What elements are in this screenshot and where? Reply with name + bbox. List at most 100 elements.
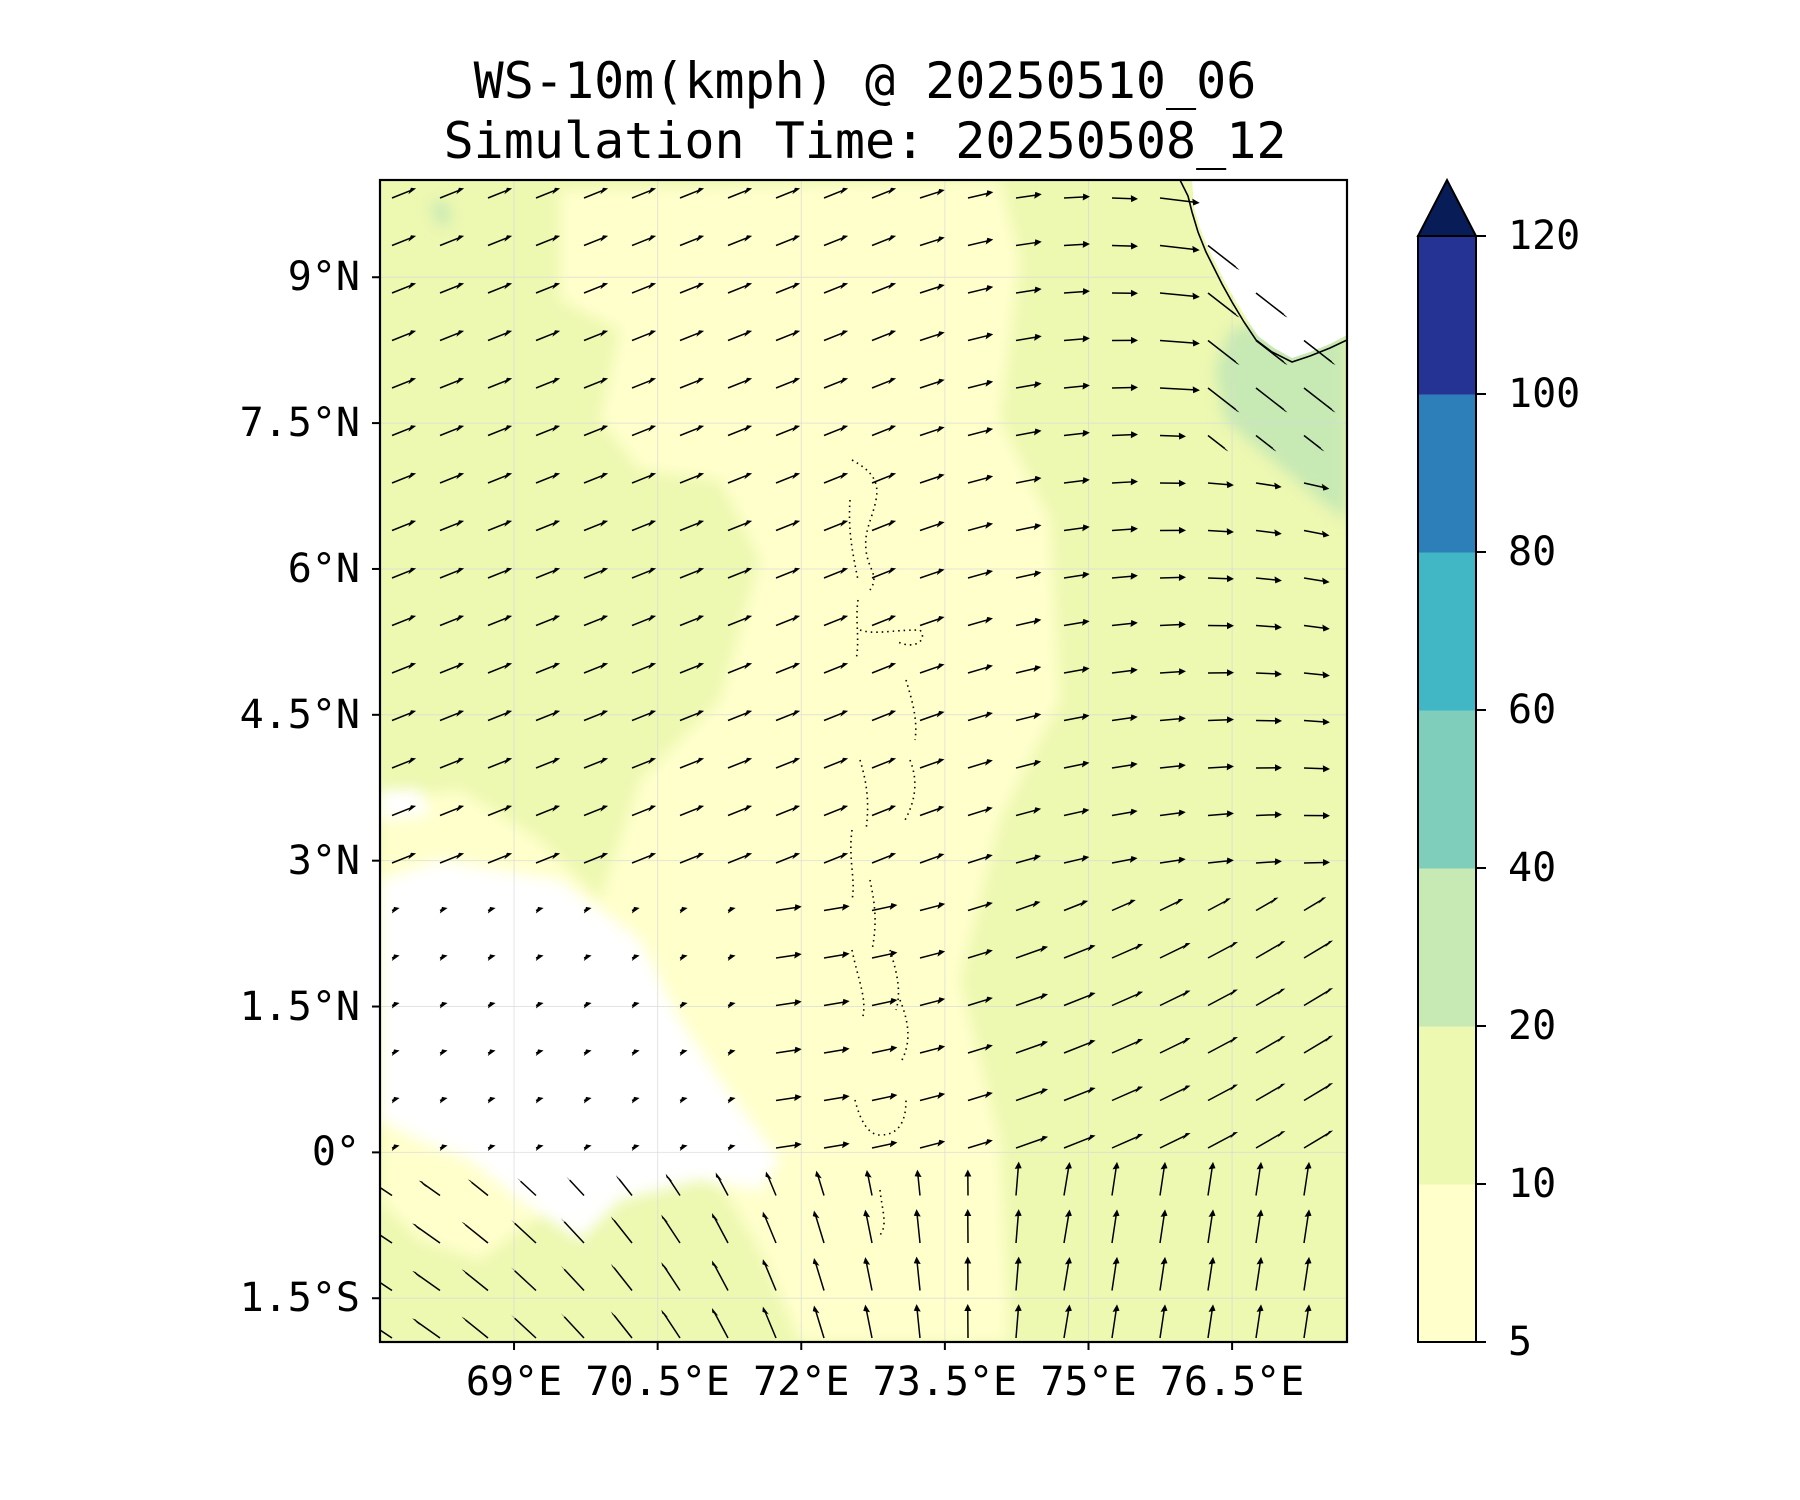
colorbar-tick-label: 10 (1508, 1161, 1557, 1207)
wind-arrow (775, 377, 801, 389)
wind-arrow (535, 377, 561, 389)
wind-arrow (967, 427, 994, 437)
wind-arrow (1159, 762, 1186, 770)
wind-arrow (1303, 624, 1330, 632)
wind-arrow (1207, 622, 1234, 630)
wind-arrow (919, 473, 945, 484)
wind-arrow (919, 378, 945, 389)
wind-arrow (1111, 336, 1138, 344)
wind-arrow (1352, 812, 1378, 819)
wind-arrow (1255, 1083, 1286, 1102)
wind-arrow (823, 951, 850, 959)
wind-arrow (1303, 988, 1334, 1007)
wind-arrow (1063, 524, 1090, 532)
wind-arrow (439, 282, 465, 294)
wind-arrow (679, 567, 705, 579)
wind-arrow (1159, 1209, 1168, 1244)
wind-arrow (727, 954, 736, 962)
wind-arrow (1255, 940, 1286, 959)
wind-arrow (1303, 1161, 1312, 1196)
wind-arrow (727, 520, 753, 532)
wind-arrow (1159, 244, 1200, 253)
wind-arrow (1207, 434, 1229, 452)
wind-arrow (715, 1172, 729, 1196)
wind-arrow (461, 1221, 489, 1244)
wind-arrow (1303, 1209, 1312, 1244)
axis-ticks (372, 276, 1234, 1350)
wind-arrow (1015, 333, 1042, 342)
wind-arrow (487, 710, 513, 722)
wind-arrow (1111, 289, 1138, 297)
wind-arrow (560, 1265, 585, 1292)
wind-arrow (487, 757, 513, 769)
figure-title-line-1: WS-10m(kmph) @ 20250510_06 (473, 52, 1257, 110)
wind-arrow (461, 1316, 489, 1339)
wind-arrow (391, 710, 417, 722)
wind-arrow (727, 906, 736, 914)
wind-arrow (1063, 855, 1090, 864)
wind-arrow (967, 949, 993, 959)
wind-arrow (391, 235, 417, 247)
wind-arrow (631, 1096, 640, 1104)
wind-arrow (919, 521, 945, 532)
wind-arrow (1111, 478, 1138, 486)
wind-arrow (439, 615, 465, 627)
wind-arrow (1352, 436, 1373, 452)
wind-arrow (775, 615, 801, 627)
colorbar-tick-label: 100 (1508, 371, 1581, 417)
wind-arrow (727, 1049, 736, 1057)
wind-arrow (762, 1211, 777, 1244)
colorbar-tick-label: 80 (1508, 529, 1557, 575)
lon-tick-label: 73.5°E (872, 1359, 1018, 1405)
atoll-outline (905, 679, 917, 741)
wind-arrow (1352, 1036, 1381, 1053)
wind-arrow (823, 662, 849, 674)
wind-arrow (1159, 1038, 1191, 1054)
wind-arrow (1111, 525, 1138, 533)
wind-arrow (560, 1313, 585, 1339)
wind-vector-field (380, 187, 1381, 1339)
wind-arrow (919, 902, 946, 912)
wind-arrow (913, 1304, 921, 1339)
wind-arrow (566, 1176, 585, 1197)
wind-arrow (535, 1144, 544, 1152)
wind-arrow (1063, 1256, 1072, 1291)
wind-arrow (1207, 1161, 1216, 1196)
wind-arrow (727, 710, 753, 722)
lat-tick-label: 1.5°N (239, 983, 360, 1030)
wind-arrow (1207, 1256, 1216, 1291)
wind-arrow (439, 425, 465, 437)
wind-arrow (823, 425, 849, 437)
wind-arrow (1159, 386, 1200, 394)
wind-arrow (871, 1140, 898, 1149)
wind-arrow (1255, 1130, 1286, 1149)
wind-arrow (727, 1001, 736, 1009)
wind-arrow (535, 1096, 544, 1104)
wind-arrow (1255, 434, 1277, 452)
wind-arrow (583, 330, 609, 342)
wind-arrow (583, 235, 609, 247)
wind-arrow (1111, 242, 1138, 250)
wind-arrow (679, 282, 705, 294)
wind-arrow (631, 472, 657, 484)
wind-arrow (631, 1001, 640, 1009)
wind-arrow (439, 377, 465, 389)
wind-arrow (631, 954, 640, 962)
wind-arrow (1159, 809, 1186, 817)
colorbar-tick-label: 5 (1508, 1319, 1533, 1365)
wind-arrow (919, 236, 945, 247)
wind-arrow (967, 1044, 993, 1054)
wind-arrow (1111, 943, 1144, 959)
wind-arrow (967, 285, 994, 294)
wind-arrow (1111, 1256, 1120, 1291)
wind-arrow (919, 1092, 946, 1102)
wind-arrow (775, 425, 801, 437)
wind-arrow (679, 330, 705, 342)
wind-arrow (775, 235, 801, 247)
wind-arrow (679, 1001, 688, 1009)
wind-arrow (487, 330, 513, 342)
wind-arrow (391, 330, 417, 342)
colorbar-tick-label: 20 (1508, 1003, 1557, 1049)
wind-arrow (871, 1045, 898, 1054)
wind-arrow (583, 1001, 592, 1009)
